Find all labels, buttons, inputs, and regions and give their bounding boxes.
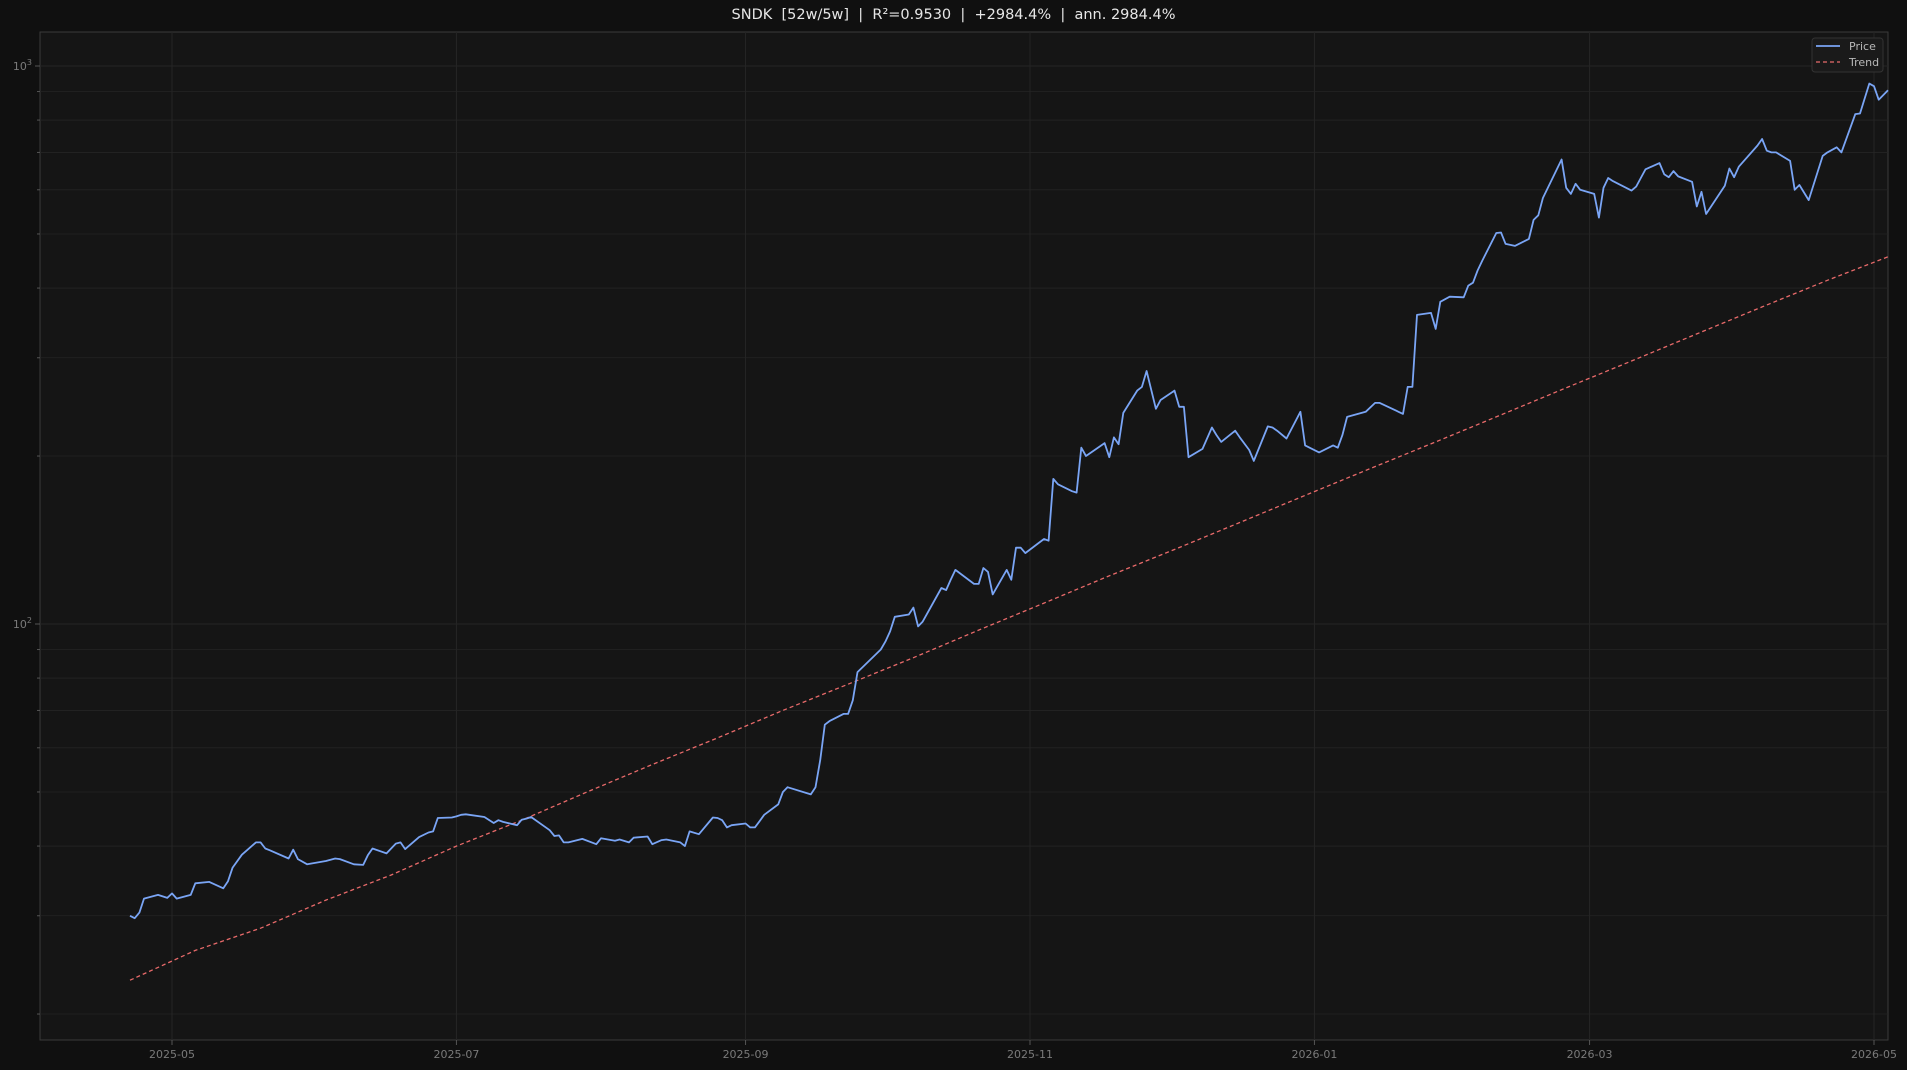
legend: Price Trend (1811, 37, 1884, 73)
x-tick-label: 2026-05 (1851, 1048, 1897, 1061)
legend-price-label: Price (1849, 40, 1876, 53)
y-tick-label: 102 (13, 616, 32, 631)
y-axis: 103 102 (13, 58, 40, 1015)
plot-background (39, 31, 1889, 1041)
x-tick-label: 2026-01 (1291, 1048, 1337, 1061)
trend-line (129, 256, 1889, 981)
legend-trend-label: Trend (1848, 56, 1879, 69)
x-tick-label: 2025-11 (1007, 1048, 1053, 1061)
x-tick-label: 2026-03 (1567, 1048, 1613, 1061)
x-tick-label: 2025-05 (149, 1048, 195, 1061)
y-tick-label: 103 (13, 58, 32, 73)
x-axis: 2025-05 2025-07 2025-09 2025-11 2026-01 2026-… (149, 1040, 1897, 1061)
x-tick-label: 2025-07 (433, 1048, 479, 1061)
x-tick-label: 2025-09 (723, 1048, 769, 1061)
grid-lines (40, 32, 1888, 1040)
chart-title: SNDK [52w/5w] | R²=0.9530 | +2984.4% | a… (731, 7, 1176, 23)
price-line (129, 82, 1889, 920)
